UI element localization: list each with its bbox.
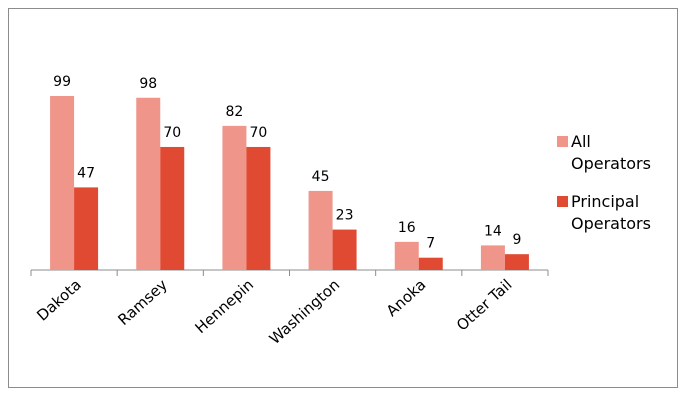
legend-label-principal-operators: Principal: [571, 192, 639, 211]
category-label: Ramsey: [114, 276, 171, 329]
data-label: 47: [77, 165, 95, 181]
bar-principal-operators: [504, 254, 529, 270]
bar-chart: 99 47 Dakota 98 70 Ramsey 82 70 Hennepin 45 23 Wash…: [30, 74, 651, 348]
data-label: 99: [53, 74, 71, 90]
bar-principal-operators: [74, 187, 99, 270]
bar-principal-operators: [332, 229, 357, 270]
data-label: 23: [336, 208, 354, 224]
legend-label-all-operators: Operators: [571, 154, 651, 173]
category-label: Hennepin: [192, 276, 258, 338]
bar-all-operators: [222, 125, 247, 270]
chart-frame: 99 47 Dakota 98 70 Ramsey 82 70 Hennepin 45 23 Wash…: [8, 8, 678, 388]
bar-all-operators: [308, 190, 333, 270]
data-label: 70: [163, 125, 181, 141]
category-label: Anoka: [383, 276, 430, 321]
category-label: Dakota: [33, 276, 85, 325]
bar-all-operators: [480, 245, 505, 270]
legend-swatch-all-operators: [557, 136, 568, 147]
bar-principal-operators: [160, 146, 185, 270]
data-label: 9: [512, 232, 521, 248]
bar-all-operators: [136, 97, 161, 271]
bar-all-operators: [50, 96, 75, 270]
data-label: 70: [250, 125, 268, 141]
data-label: 82: [226, 104, 244, 120]
category-label: Otter Tail: [453, 276, 516, 335]
legend-swatch-principal-operators: [557, 196, 568, 207]
legend-label-principal-operators: Operators: [571, 214, 651, 233]
data-label: 45: [312, 169, 330, 185]
bar-principal-operators: [418, 257, 443, 270]
data-label: 7: [426, 236, 435, 252]
bar-all-operators: [394, 241, 419, 270]
data-label: 16: [398, 220, 416, 236]
bar-principal-operators: [246, 146, 271, 270]
data-label: 98: [139, 76, 157, 92]
category-label: Washington: [266, 276, 344, 348]
data-label: 14: [484, 223, 502, 239]
legend-label-all-operators: All: [571, 132, 591, 151]
